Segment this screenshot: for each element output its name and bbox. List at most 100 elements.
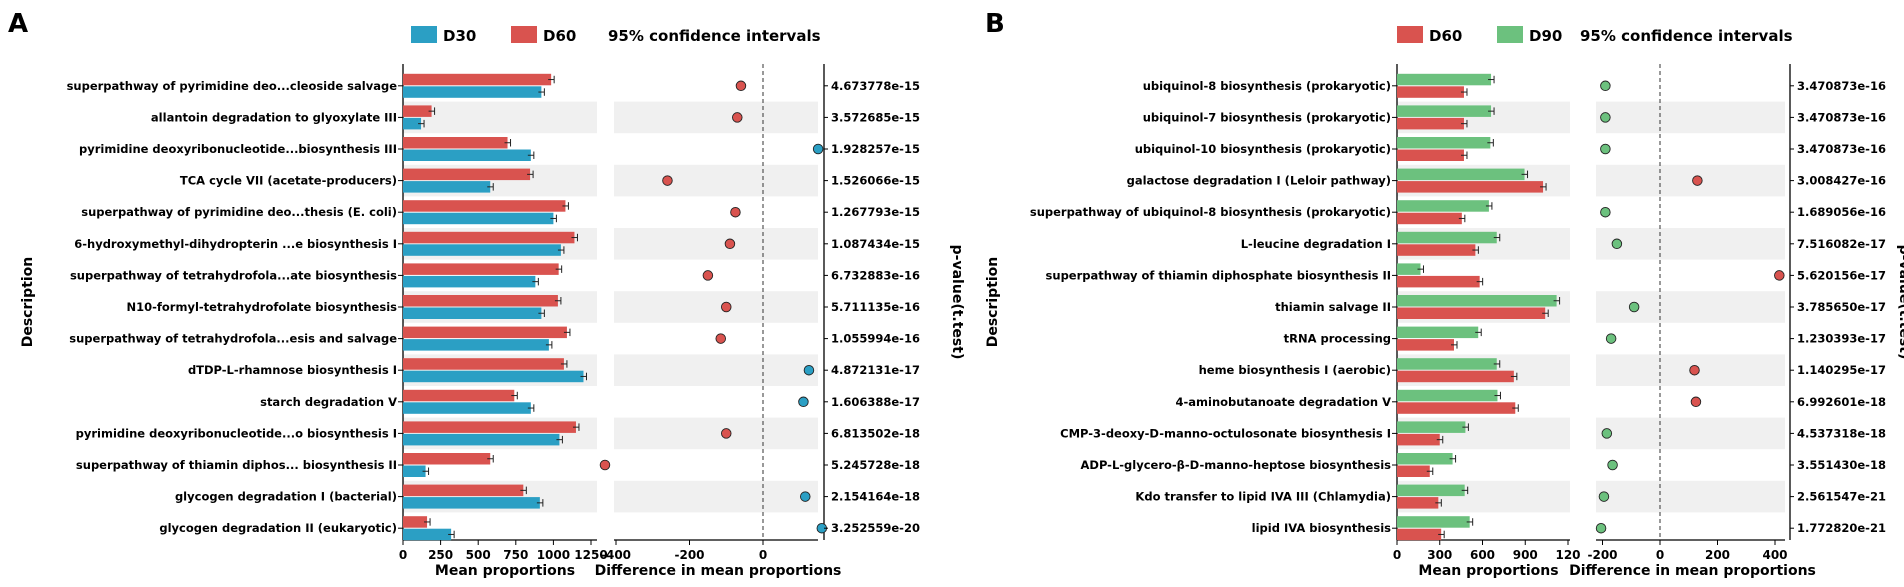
category-label: superpathway of tetrahydrofola...esis an…	[69, 332, 397, 346]
bar-D60	[403, 516, 428, 528]
diff-x-tick-label: -200	[1587, 548, 1617, 562]
legend-label-D60: D60	[1429, 27, 1462, 45]
bar-D30	[403, 212, 554, 225]
category-label: Kdo transfer to lipid IVA III (Chlamydia…	[1135, 490, 1391, 504]
bar-D30	[403, 244, 561, 256]
diff-point	[1605, 333, 1617, 344]
row-band	[1596, 228, 1785, 260]
row-band	[614, 291, 818, 323]
diff-point	[1692, 175, 1703, 186]
legend-ci-label: 95% confidence intervals	[1580, 27, 1793, 45]
bar-D60	[1397, 244, 1476, 256]
pvalue-label: 4.673778e-15	[831, 79, 920, 93]
bar-D60	[403, 358, 564, 370]
row-band	[614, 417, 818, 450]
legend-swatch-D30	[411, 26, 437, 43]
bar-D90	[1397, 326, 1479, 339]
diff-point	[724, 238, 736, 250]
category-label: thiamin salvage II	[1275, 300, 1391, 314]
pvalue-label: 1.267793e-15	[831, 205, 920, 219]
bar-D30	[403, 339, 549, 351]
legend-swatch-D60	[1397, 26, 1423, 43]
row-band	[403, 101, 597, 134]
category-label: superpathway of tetrahydrofola...ate bio…	[70, 268, 397, 282]
x-tick-label: 600	[1470, 548, 1495, 562]
diff-x-tick-label: -200	[674, 548, 704, 562]
panel-letter: B	[985, 9, 1005, 39]
bar-D60	[403, 326, 567, 339]
row-band	[614, 164, 818, 197]
legend-label-D60: D60	[543, 27, 576, 45]
diff-point	[1595, 522, 1607, 534]
bar-D60	[403, 421, 576, 433]
bar-D60	[1397, 212, 1462, 225]
bar-D30	[403, 307, 542, 319]
bar-D60	[403, 73, 552, 86]
bar-D60	[403, 295, 558, 307]
diff-x-tick-label: 400	[1762, 548, 1787, 562]
category-label: L-leucine degradation I	[1241, 237, 1391, 251]
bar-D60	[1397, 339, 1454, 351]
bar-D90	[1397, 389, 1498, 402]
bar-D60	[403, 105, 432, 117]
legend-label-D30: D30	[443, 27, 476, 45]
diff-point	[1689, 364, 1700, 376]
category-label: pyrimidine deoxyribonucleotide...o biosy…	[76, 426, 397, 440]
x-tick-label: 500	[466, 548, 491, 562]
bar-D60	[403, 453, 491, 465]
bar-D30	[403, 275, 536, 288]
pvalue-label: 2.561547e-21	[1797, 490, 1886, 504]
category-label: ubiquinol-8 biosynthesis (prokaryotic)	[1143, 79, 1391, 93]
category-label: pyrimidine deoxyribonucleotide...biosynt…	[79, 142, 397, 156]
pvalue-label: 6.732883e-16	[831, 268, 920, 282]
category-label: CMP-3-deoxy-D-manno-octulosonate biosynt…	[1060, 426, 1391, 440]
bar-D30	[403, 528, 452, 541]
bar-D30	[403, 181, 491, 193]
diff-axis-title: Difference in mean proportions	[1569, 563, 1816, 579]
diff-axis-title: Difference in mean proportions	[595, 563, 842, 579]
legend-ci-label: 95% confidence intervals	[608, 27, 821, 45]
bar-D90	[1397, 516, 1470, 528]
bar-D60	[403, 168, 531, 181]
bar-D60	[1397, 275, 1480, 288]
bar-D60	[403, 200, 566, 212]
category-label: glycogen degradation I (bacterial)	[175, 490, 397, 504]
bar-D60	[1397, 86, 1464, 98]
category-label: superpathway of thiamin diphos... biosyn…	[76, 458, 397, 472]
pvalue-label: 1.055994e-16	[831, 332, 920, 346]
category-label: starch degradation V	[260, 395, 397, 409]
pvalue-label: 3.008427e-16	[1797, 174, 1886, 188]
x-tick-label: 900	[1513, 548, 1538, 562]
diff-point	[721, 301, 732, 313]
pvalue-label: 7.516082e-17	[1797, 237, 1886, 251]
bar-D90	[1397, 168, 1525, 181]
bar-D30	[403, 497, 540, 509]
row-band	[1596, 291, 1785, 323]
bar-D60	[403, 137, 508, 149]
diff-point	[1600, 112, 1611, 123]
y-axis-title: Description	[20, 257, 36, 348]
row-band	[1596, 417, 1785, 450]
category-label: ubiquinol-7 biosynthesis (prokaryotic)	[1143, 110, 1391, 124]
bar-D60	[1397, 370, 1514, 383]
bar-D60	[1397, 497, 1439, 509]
pvalue-label: 2.154164e-18	[831, 490, 920, 504]
pvalue-label: 3.470873e-16	[1797, 79, 1886, 93]
diff-point	[1600, 206, 1611, 218]
bar-D60	[1397, 117, 1464, 130]
x-axis-title: Mean proportions	[435, 563, 575, 579]
legend-swatch-D90	[1497, 26, 1523, 43]
category-label: tRNA processing	[1284, 332, 1391, 346]
category-label: galactose degradation I (Leloir pathway)	[1127, 174, 1391, 188]
bar-D60	[403, 389, 515, 402]
category-label: heme biosynthesis I (aerobic)	[1199, 363, 1391, 377]
pvalue-label: 3.785650e-17	[1797, 300, 1886, 314]
x-tick-label: 300	[1427, 548, 1452, 562]
row-band	[614, 354, 818, 386]
diff-point	[803, 364, 815, 376]
x-tick-label: 750	[503, 548, 528, 562]
pvalue-label: 3.551430e-18	[1797, 458, 1886, 472]
x-tick-label: 1000	[537, 548, 570, 562]
bar-D60	[403, 263, 559, 275]
